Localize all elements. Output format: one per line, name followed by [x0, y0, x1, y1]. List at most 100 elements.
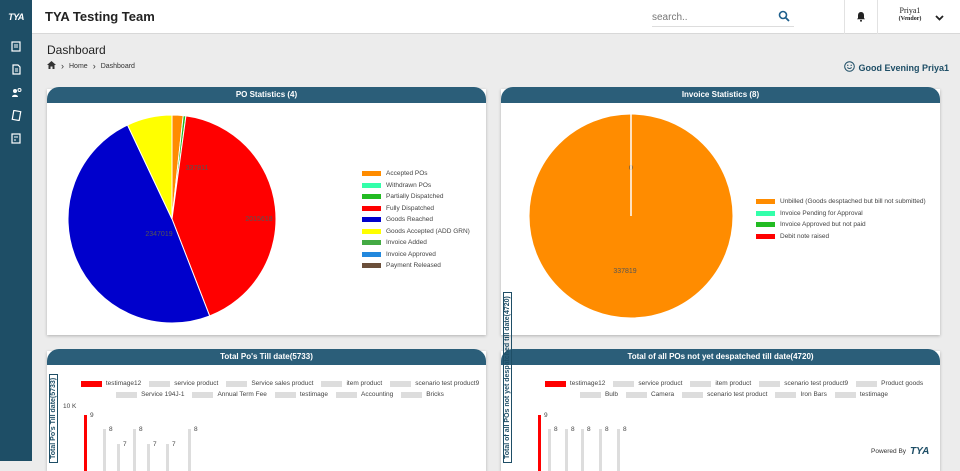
page-title: Dashboard [47, 43, 106, 57]
legend-item[interactable]: Bulb [579, 391, 618, 398]
search-input[interactable] [652, 7, 770, 28]
legend-item[interactable]: item product [690, 380, 751, 387]
user-role: (Vendor) [898, 16, 922, 22]
legend-label: Withdrawn POs [386, 181, 432, 189]
not-despatched-card: Total of all POs not yet despatched till… [501, 292, 940, 471]
legend-swatch [625, 391, 647, 398]
po-legend: Accepted POs Withdrawn POs Partially Dispa… [362, 168, 470, 272]
legend-item[interactable]: Debit note raised [756, 231, 926, 243]
legend-item[interactable]: scenario test product [682, 391, 767, 398]
legend-swatch [80, 380, 102, 387]
legend-item[interactable]: Fully Dispatched [362, 203, 470, 215]
legend-item[interactable]: Invoice Approved but not paid [756, 219, 926, 231]
bar-data-label: 8 [194, 426, 198, 433]
bar [188, 429, 191, 471]
legend-item[interactable]: testimage [834, 391, 889, 398]
legend-item[interactable]: Goods Accepted (ADD GRN) [362, 226, 470, 238]
document-icon[interactable] [9, 62, 23, 76]
legend-item[interactable]: Withdrawn POs [362, 180, 470, 192]
y-tick-label: 10 K [63, 403, 77, 410]
card-title: Total of all POs not yet despatched till… [501, 349, 940, 365]
legend-swatch [336, 391, 358, 398]
po-statistics-card: PO Statistics (4) 2347019 2015618 337811 A… [47, 87, 486, 335]
chevron-down-icon[interactable] [934, 10, 946, 22]
pie-slice-5 [126, 114, 173, 220]
legend-label: testimage [859, 391, 889, 398]
legend-swatch [192, 391, 214, 398]
search-icon[interactable] [778, 9, 794, 25]
footer-logo: TYA [910, 446, 930, 457]
orders-icon[interactable] [9, 39, 23, 53]
legend-swatch [401, 391, 423, 398]
sidebar: TYA [0, 0, 32, 461]
legend-swatch [856, 380, 878, 387]
legend-swatch [362, 171, 381, 177]
users-settings-icon[interactable] [9, 85, 23, 99]
legend-item[interactable]: service product [149, 380, 218, 387]
legend-item[interactable]: Service 194J-1 [116, 391, 184, 398]
total-pos-bar-chart: 9 8 7 8 7 7 8 [84, 412, 198, 471]
legend-item[interactable]: Payment Released [362, 260, 470, 272]
report-icon[interactable] [9, 131, 23, 145]
legend-item[interactable]: Iron Bars [775, 391, 827, 398]
chevron-right-icon: › [61, 61, 64, 71]
divider [877, 0, 878, 34]
bar-data-label: 8 [587, 426, 591, 433]
brand-logo[interactable]: TYA [0, 0, 32, 34]
legend-item[interactable]: service product [613, 380, 682, 387]
invoice-icon[interactable] [9, 108, 23, 122]
legend-label: Product goods [881, 380, 924, 387]
bar-data-label: 7 [153, 441, 157, 448]
po-pie-chart: 2347019 2015618 337811 [67, 114, 277, 324]
bell-icon[interactable] [856, 9, 870, 23]
pie-data-label: 2347019 [145, 231, 172, 238]
legend-label: Invoice Pending for Approval [780, 209, 863, 217]
legend-item[interactable]: scenario test product9 [390, 380, 479, 387]
legend-item[interactable]: Product goods [856, 380, 923, 387]
legend-swatch [362, 182, 381, 188]
home-icon[interactable] [47, 61, 56, 71]
legend-label: Fully Dispatched [386, 204, 435, 212]
legend-item[interactable]: Service sales product [226, 380, 313, 387]
legend-label: Bulb [604, 391, 618, 398]
legend-label: Service 194J-1 [141, 391, 185, 398]
invoice-legend: Unbilled (Goods desptached but bill not … [756, 196, 926, 242]
legend-item[interactable]: Invoice Added [362, 237, 470, 249]
legend-item[interactable]: scenario test product9 [759, 380, 848, 387]
legend-label: Partially Dispatched [386, 193, 444, 201]
legend-swatch [362, 240, 381, 246]
legend-swatch [756, 222, 775, 228]
legend-item[interactable]: Bricks [401, 391, 444, 398]
legend-item[interactable]: Accepted POs [362, 168, 470, 180]
legend-item[interactable]: Camera [625, 391, 674, 398]
legend-item[interactable]: Unbilled (Goods desptached but bill not … [756, 196, 926, 208]
bar-data-label: 7 [172, 441, 176, 448]
bar-data-label: 8 [605, 426, 609, 433]
total-pos-legend: testimage12 service product Service sales … [75, 380, 485, 398]
legend-label: Invoice Approved [386, 250, 436, 258]
legend-item[interactable]: testimage12 [80, 380, 141, 387]
legend-item[interactable]: testimage12 [544, 380, 605, 387]
breadcrumb-home[interactable]: Home [69, 62, 88, 70]
legend-swatch [682, 391, 704, 398]
bar-data-label: 8 [139, 426, 143, 433]
legend-label: Iron Bars [800, 391, 827, 398]
legend-item[interactable]: testimage [274, 391, 328, 398]
legend-item[interactable]: Goods Reached [362, 214, 470, 226]
bar-data-label: 7 [123, 441, 127, 448]
invoice-statistics-card: Invoice Statistics (8) 3378190 Unbilled … [501, 87, 940, 335]
bar [166, 444, 169, 471]
bar [581, 429, 584, 471]
legend-label: service product [174, 380, 219, 387]
legend-item[interactable]: Partially Dispatched [362, 191, 470, 203]
not-despatched-legend: testimage12 service product item product sc… [529, 380, 939, 398]
legend-item[interactable]: Annual Term Fee [192, 391, 267, 398]
legend-label: Annual Term Fee [217, 391, 267, 398]
user-menu[interactable]: Priya1 (Vendor) [888, 6, 932, 22]
legend-item[interactable]: Invoice Pending for Approval [756, 208, 926, 220]
legend-swatch [362, 217, 381, 223]
legend-item[interactable]: item product [321, 380, 382, 387]
legend-item[interactable]: Invoice Approved [362, 249, 470, 261]
legend-item[interactable]: Accounting [336, 391, 393, 398]
bar [133, 429, 136, 471]
